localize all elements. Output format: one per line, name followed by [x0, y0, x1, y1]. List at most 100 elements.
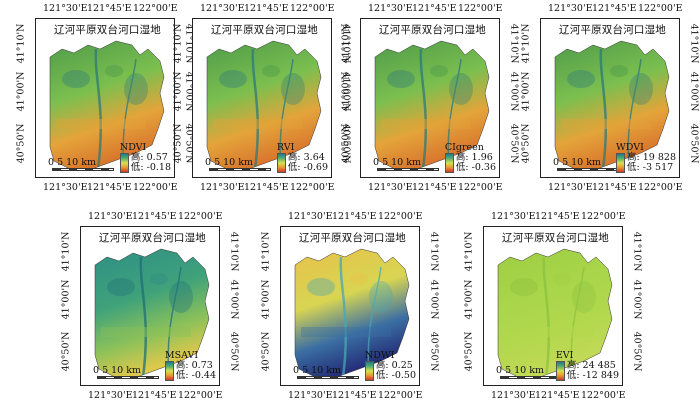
map-panel-msavi: 121°30'E 121°45'E 122°00'E 121°30'E 121°45'E… — [61, 211, 240, 401]
longitude-tick-bottom: 121°45'E — [592, 182, 637, 193]
legend-low-value: 低: -0.44 — [175, 370, 216, 381]
longitude-tick-top: 122°00'E — [178, 211, 223, 222]
longitude-tick-bottom: 121°45'E — [244, 182, 289, 193]
longitude-tick-bottom: 121°30'E — [43, 182, 88, 193]
scale-bar-label: 0 5 10 km — [496, 365, 545, 376]
legend: NDWI 高: 0.25 低: -0.50 — [364, 350, 416, 381]
longitude-tick-bottom: 121°30'E — [368, 182, 413, 193]
longitude-tick-bottom: 121°30'E — [491, 390, 536, 401]
legend-low-value: 低: -0.18 — [130, 162, 171, 173]
map-frame: 辽河平原双台河口湿地 0 5 10 km NDVI 高: 0.57 低: -0.18 — [35, 18, 175, 178]
map-frame: 辽河平原双台河口湿地 0 5 10 km WDVI 高: 19 828 低: -3 51… — [540, 18, 680, 178]
longitude-tick-top: 122°00'E — [638, 3, 683, 14]
longitude-tick-bottom: 121°30'E — [548, 182, 593, 193]
map-panel-ndwi: 121°30'E 121°45'E 122°00'E 121°30'E 121°45'E… — [261, 211, 440, 401]
legend-high-value: 高: 24 485 — [566, 360, 616, 371]
latitude-tick-left: 41°10'N — [172, 23, 184, 64]
latitude-tick-right: 41°10'N — [508, 23, 520, 64]
longitude-tick-top: 122°00'E — [581, 211, 626, 222]
longitude-tick-top: 122°00'E — [458, 3, 503, 14]
legend-index-name: WDVI — [616, 142, 644, 153]
legend-color-ramp — [364, 361, 374, 381]
map-frame: 辽河平原双台河口湿地 0 5 10 km EVI 高: 24 485 低: -12 84… — [483, 226, 623, 386]
longitude-tick-top: 122°00'E — [378, 211, 423, 222]
legend-low-value: 低: -0.50 — [375, 370, 416, 381]
legend: MSAVI 高: 0.73 低: -0.44 — [164, 351, 216, 381]
longitude-tick-top: 121°45'E — [412, 3, 457, 14]
latitude-tick-left: 41°00'N — [15, 71, 27, 112]
latitude-tick-right: 40°50'N — [428, 331, 440, 372]
latitude-tick-left: 40°50'N — [260, 331, 272, 372]
latitude-tick-left: 41°10'N — [520, 23, 532, 64]
latitude-tick-left: 41°00'N — [340, 71, 352, 112]
latitude-tick-right: 40°50'N — [508, 123, 520, 164]
scale-bar-label: 0 5 10 km — [373, 157, 422, 168]
scale-bar: 0 5 10 km — [373, 157, 439, 171]
longitude-tick-bottom: 122°00'E — [290, 182, 335, 193]
latitude-tick-right: 40°50'N — [228, 331, 240, 372]
longitude-tick-top: 121°30'E — [368, 3, 413, 14]
legend-color-ramp — [119, 153, 129, 173]
wetland-map-image — [49, 40, 165, 170]
longitude-tick-top: 122°00'E — [133, 3, 178, 14]
wetland-map-image — [294, 248, 410, 378]
wetland-map-image — [206, 40, 322, 170]
map-title: 辽河平原双台河口湿地 — [211, 24, 318, 36]
latitude-tick-left: 41°10'N — [60, 231, 72, 272]
scale-bar: 0 5 10 km — [293, 365, 359, 379]
longitude-tick-bottom: 122°00'E — [378, 390, 423, 401]
longitude-tick-bottom: 122°00'E — [458, 182, 503, 193]
latitude-tick-right: 41°00'N — [428, 279, 440, 320]
latitude-tick-left: 41°00'N — [172, 71, 184, 112]
legend-color-ramp — [276, 153, 286, 173]
longitude-tick-top: 121°45'E — [332, 211, 377, 222]
longitude-tick-top: 121°45'E — [132, 211, 177, 222]
legend: EVI 高: 24 485 低: -12 849 — [555, 351, 619, 381]
scale-bar-label: 0 5 10 km — [553, 157, 602, 168]
longitude-tick-top: 121°30'E — [288, 211, 333, 222]
scale-bar-line — [557, 168, 619, 171]
map-panel-rvi: 121°30'E 121°45'E 122°00'E 121°30'E 121°45'E… — [173, 3, 352, 193]
longitude-tick-bottom: 121°30'E — [88, 390, 133, 401]
latitude-tick-left: 41°00'N — [520, 71, 532, 112]
legend: NDVI 高: 0.57 低: -0.18 — [119, 142, 171, 173]
latitude-tick-right: 40°50'N — [631, 331, 643, 372]
latitude-tick-left: 40°50'N — [172, 123, 184, 164]
map-title: 辽河平原双台河口湿地 — [502, 232, 609, 244]
map-frame: 辽河平原双台河口湿地 0 5 10 km NDWI 高: 0.25 低: -0.50 — [280, 226, 420, 386]
latitude-tick-left: 40°50'N — [463, 331, 475, 372]
scale-bar-line — [97, 376, 159, 379]
legend-high-value: 高: 0.57 — [130, 152, 168, 163]
latitude-tick-left: 41°00'N — [260, 279, 272, 320]
legend-index-name: NDWI — [364, 350, 395, 361]
map-frame: 辽河平原双台河口湿地 0 5 10 km RVI 高: 3.64 低: -0.69 — [192, 18, 332, 178]
legend-index-name: NDVI — [119, 142, 147, 153]
longitude-tick-top: 121°30'E — [548, 3, 593, 14]
legend: RVI 高: 3.64 低: -0.69 — [276, 142, 328, 173]
longitude-tick-bottom: 121°30'E — [200, 182, 245, 193]
legend-index-name: RVI — [276, 142, 295, 153]
longitude-tick-top: 121°30'E — [88, 211, 133, 222]
longitude-tick-bottom: 121°45'E — [535, 390, 580, 401]
map-title: 辽河平原双台河口湿地 — [54, 24, 161, 36]
legend-low-value: 低: -0.69 — [287, 162, 328, 173]
map-panel-cigreen: 121°30'E 121°45'E 122°00'E 121°30'E 121°45'E… — [341, 3, 520, 193]
legend-high-value: 高: 1.96 — [455, 152, 493, 163]
legend-color-ramp — [444, 153, 454, 173]
longitude-tick-top: 121°45'E — [87, 3, 132, 14]
scale-bar-line — [377, 168, 439, 171]
longitude-tick-top: 121°30'E — [491, 211, 536, 222]
scale-bar-line — [500, 376, 562, 379]
scale-bar-label: 0 5 10 km — [293, 365, 342, 376]
map-frame: 辽河平原双台河口湿地 0 5 10 km CIgreen 高: 1.96 低: -0.3… — [360, 18, 500, 178]
scale-bar-line — [52, 168, 114, 171]
latitude-tick-right: 41°10'N — [228, 231, 240, 272]
map-title: 辽河平原双台河口湿地 — [299, 232, 406, 244]
legend-low-value: 低: -0.36 — [455, 162, 496, 173]
latitude-tick-left: 40°50'N — [340, 123, 352, 164]
latitude-tick-right: 41°10'N — [631, 231, 643, 272]
latitude-tick-right: 41°00'N — [228, 279, 240, 320]
scale-bar: 0 5 10 km — [48, 157, 114, 171]
legend-low-value: 低: -12 849 — [566, 370, 619, 381]
longitude-tick-bottom: 121°45'E — [332, 390, 377, 401]
